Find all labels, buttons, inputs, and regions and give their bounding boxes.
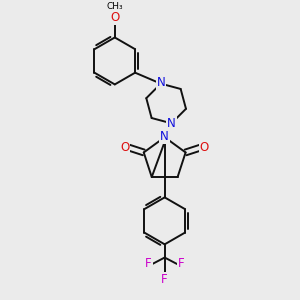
Text: N: N (167, 117, 176, 130)
Text: F: F (161, 273, 168, 286)
Text: N: N (156, 76, 165, 89)
Text: O: O (200, 141, 209, 154)
Text: O: O (110, 11, 119, 24)
Text: CH₃: CH₃ (106, 2, 123, 10)
Text: F: F (178, 257, 184, 271)
Text: O: O (120, 141, 130, 154)
Text: N: N (160, 130, 169, 143)
Text: F: F (145, 257, 152, 271)
